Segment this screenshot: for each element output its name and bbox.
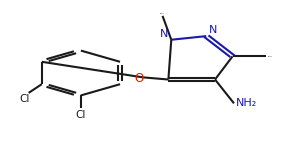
Text: Cl: Cl xyxy=(19,94,29,104)
Text: methyl: methyl xyxy=(160,13,165,14)
Text: N: N xyxy=(209,25,218,35)
Text: O: O xyxy=(134,72,144,85)
Text: Cl: Cl xyxy=(76,110,86,120)
Text: NH₂: NH₂ xyxy=(236,98,257,108)
Text: N: N xyxy=(160,29,168,39)
Text: methyl: methyl xyxy=(268,56,272,57)
